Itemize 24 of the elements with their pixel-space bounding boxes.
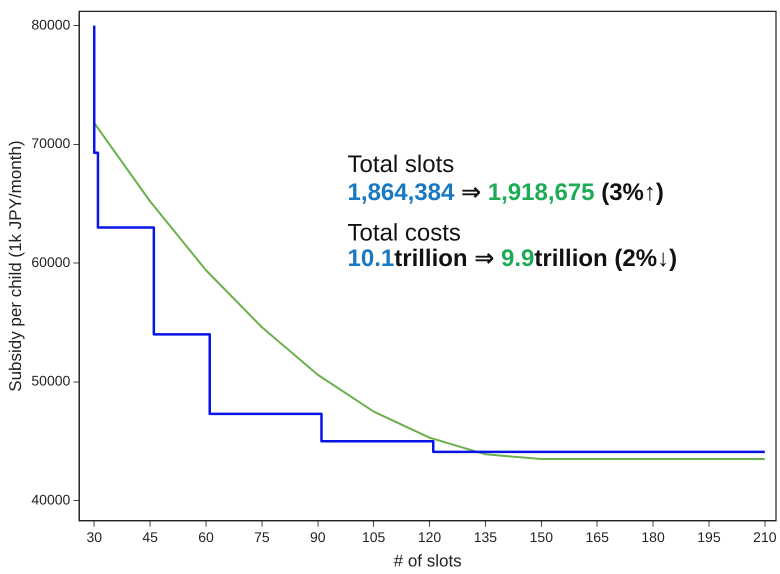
annotation: 10.1trillion ⇒ 9.9trillion (2%↓) [348, 245, 678, 272]
x-tick-label: 120 [418, 529, 442, 546]
y-tick-label: 60000 [31, 254, 71, 270]
annotation: Total slots [348, 150, 454, 178]
x-tick-label: 105 [362, 529, 386, 546]
annotation: 1,864,384 ⇒ 1,918,675 (3%↑) [348, 178, 664, 206]
x-tick-label: 150 [530, 529, 554, 546]
y-tick-label: 80000 [31, 16, 71, 33]
x-tick-label: 60 [198, 529, 214, 546]
x-tick-label: 195 [697, 529, 721, 546]
annotation: Total costs [348, 220, 461, 247]
x-tick-label: 30 [86, 529, 102, 546]
x-axis-title: # of slots [394, 551, 462, 570]
y-tick-label: 50000 [31, 372, 71, 389]
x-tick-label: 210 [753, 529, 777, 546]
x-tick-label: 180 [641, 529, 665, 546]
x-tick-label: 45 [142, 529, 158, 546]
y-tick-label: 70000 [31, 135, 71, 152]
y-tick-label: 40000 [31, 491, 71, 508]
x-tick-label: 90 [310, 529, 326, 546]
x-tick-label: 75 [254, 529, 270, 546]
y-axis-title: Subsidy per child (1k JPY/month) [6, 140, 25, 392]
x-tick-label: 165 [585, 529, 610, 546]
x-tick-label: 135 [474, 529, 498, 546]
